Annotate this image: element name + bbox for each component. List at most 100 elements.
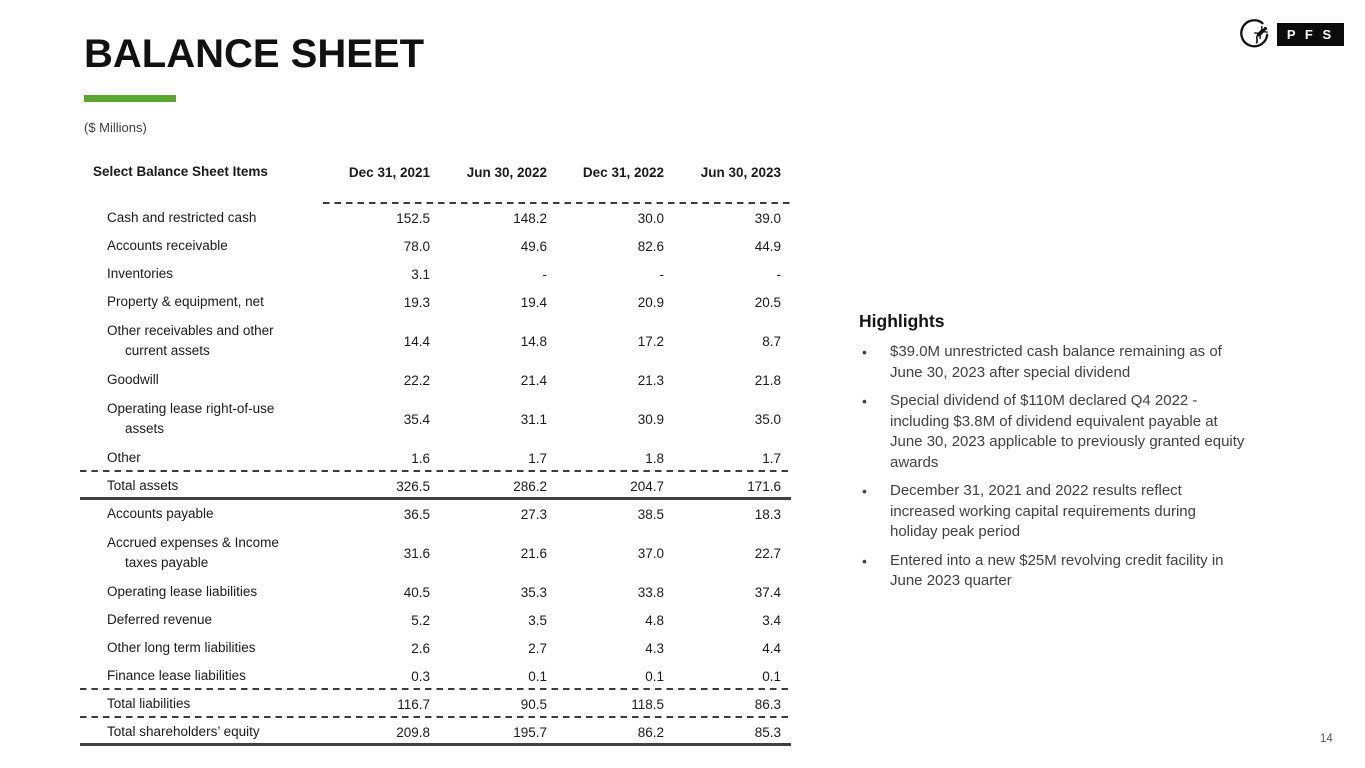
row-value: 30.0 (637, 210, 664, 226)
row-value: 36.5 (403, 506, 430, 522)
row-value: 1.7 (528, 450, 547, 466)
table-row: Cash and restricted cash 152.5 148.2 30.0 39… (85, 204, 791, 232)
pfs-logo-text: P F S (1286, 27, 1335, 42)
table-header-row: Select Balance Sheet Items Dec 31, 2021 … (85, 160, 791, 184)
table-row: Accounts receivable 78.0 49.6 82.6 44.9 (85, 232, 791, 260)
row-label: Finance lease liabilities (107, 668, 246, 684)
row-value: 31.1 (520, 411, 547, 427)
row-value: 14.8 (520, 333, 547, 349)
row-value: 30.9 (637, 411, 664, 427)
table-row: Deferred revenue 5.2 3.5 4.8 3.4 (85, 606, 791, 634)
row-value: 21.3 (637, 372, 664, 388)
table-row: Accounts payable 36.5 27.3 38.5 18.3 (85, 500, 791, 528)
row-value: 4.3 (645, 640, 664, 656)
row-label: Cash and restricted cash (107, 210, 257, 226)
row-value: 78.0 (403, 238, 430, 254)
row-value: 40.5 (403, 584, 430, 600)
row-value: 19.3 (403, 294, 430, 310)
row-label: Operating lease liabilities (107, 584, 258, 600)
highlights-panel: Highlights • $39.0M unrestricted cash bal… (859, 311, 1321, 600)
row-value: 1.6 (411, 450, 430, 466)
table-rows: Cash and restricted cash 152.5 148.2 30.0 39… (80, 204, 791, 746)
bullet-icon: • (862, 344, 867, 360)
row-value: 0.1 (762, 668, 781, 684)
row-value: 5.2 (411, 612, 430, 628)
table-separator-header-dashed (323, 202, 791, 204)
page-number: 14 (1320, 733, 1333, 745)
row-value: 85.3 (754, 724, 781, 740)
row-value: 35.3 (520, 584, 547, 600)
highlight-bullet: • $39.0M unrestricted cash balance remain… (859, 342, 1321, 383)
table-row: Operating lease liabilities 40.5 35.3 33.8 3… (85, 578, 791, 606)
bullet-icon: • (862, 552, 867, 569)
page-title: BALANCE SHEET (84, 32, 425, 76)
table-row: Total assets 326.5 286.2 204.7 171.6 (85, 472, 791, 500)
row-value: 21.8 (754, 372, 781, 388)
row-value: 18.3 (754, 506, 781, 522)
row-label: Accounts receivable (107, 238, 228, 254)
row-value: 35.4 (403, 411, 430, 427)
row-value: 2.6 (411, 640, 430, 656)
row-value: 326.5 (396, 478, 430, 494)
table-row: Accrued expenses & Income taxes payable 31… (85, 528, 791, 578)
row-value: 86.3 (754, 696, 781, 712)
table-separator-dashed (80, 470, 791, 472)
row-value: 3.4 (762, 612, 781, 628)
highlight-bullet: • Entered into a new $25M revolving credi… (859, 551, 1321, 592)
row-value: 8.7 (762, 333, 781, 349)
row-value: 286.2 (513, 478, 547, 494)
highlight-text: Entered into a new $25M revolving credit… (890, 551, 1224, 590)
row-value: 3.1 (411, 266, 430, 282)
row-label: Operating lease right-of-use assets (107, 401, 275, 436)
table-separator-dashed (80, 716, 791, 718)
row-label: Deferred revenue (107, 612, 213, 628)
table-row: Other receivables and other current asset… (85, 316, 791, 366)
row-value: 14.4 (403, 333, 430, 349)
row-value: 116.7 (397, 696, 430, 712)
row-value: 20.5 (754, 294, 781, 310)
column-header-jun-30-2023: Jun 30, 2023 (700, 164, 781, 180)
highlight-bullet: • December 31, 2021 and 2022 results refl… (859, 481, 1321, 543)
row-value: 1.7 (762, 450, 781, 466)
row-label: Goodwill (107, 372, 159, 388)
row-value: - (659, 266, 665, 282)
highlight-text: Special dividend of $110M declared Q4 20… (890, 392, 1245, 471)
row-value: 1.8 (645, 450, 664, 466)
row-value: 49.6 (520, 238, 547, 254)
column-header-jun-30-2022: Jun 30, 2022 (466, 164, 547, 180)
highlights-heading: Highlights (859, 311, 945, 331)
row-label: Other long term liabilities (107, 640, 256, 656)
row-value: 31.6 (403, 545, 430, 561)
highlight-text: December 31, 2021 and 2022 results refle… (890, 482, 1196, 540)
column-header-dec-31-2022: Dec 31, 2022 (582, 164, 664, 180)
table-row: Goodwill 22.2 21.4 21.3 21.8 (85, 366, 791, 394)
row-label: Total assets (107, 478, 179, 494)
row-value: 0.1 (645, 668, 664, 684)
row-value: 152.5 (396, 210, 430, 226)
highlights-list: • $39.0M unrestricted cash balance remain… (859, 342, 1321, 592)
row-value: 19.4 (520, 294, 547, 310)
row-value: 171.6 (747, 478, 781, 494)
accent-bar (84, 95, 176, 102)
gecko-icon (1240, 19, 1269, 48)
pfs-logo-box: P F S (1277, 23, 1344, 46)
table-separator-dashed (80, 688, 791, 690)
table-row: Other 1.6 1.7 1.8 1.7 (85, 444, 791, 472)
row-value: 20.9 (637, 294, 664, 310)
row-value: 22.2 (403, 372, 430, 388)
row-value: 35.0 (754, 411, 781, 427)
column-header-dec-31-2021: Dec 31, 2021 (348, 164, 430, 180)
row-label: Other receivables and other current asset… (107, 323, 274, 358)
row-value: 38.5 (637, 506, 664, 522)
row-value: 22.7 (754, 545, 781, 561)
row-label: Property & equipment, net (107, 294, 264, 310)
row-value: 33.8 (637, 584, 664, 600)
row-value: 86.2 (637, 724, 664, 740)
row-value: 0.3 (411, 668, 430, 684)
row-label: Inventories (107, 266, 174, 282)
row-value: 37.4 (754, 584, 781, 600)
row-label: Total liabilities (107, 696, 191, 712)
table-row: Property & equipment, net 19.3 19.4 20.9 20.… (85, 288, 791, 316)
highlight-text: $39.0M unrestricted cash balance remaini… (890, 343, 1222, 381)
